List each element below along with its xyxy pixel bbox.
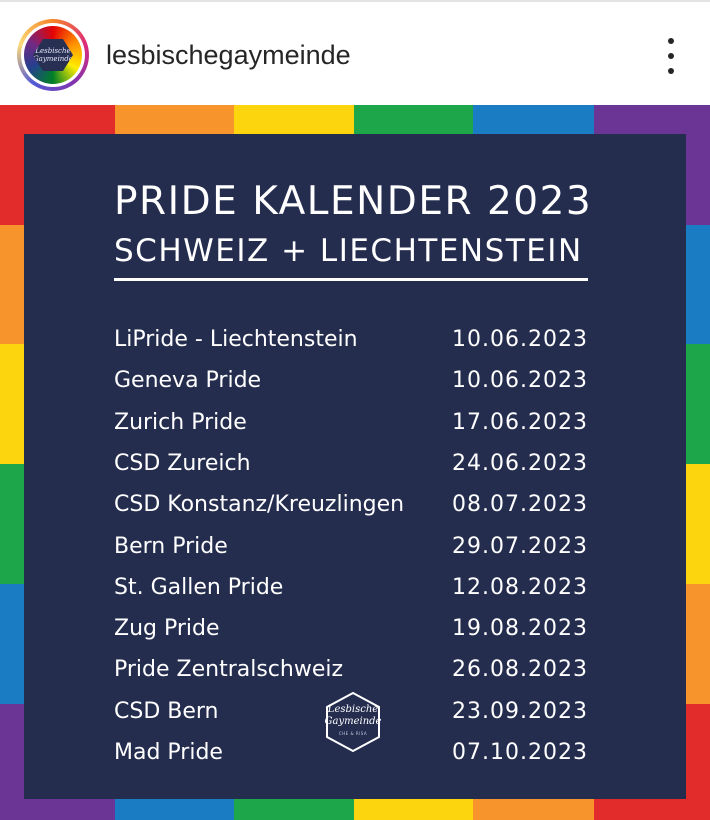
post-header: Lesbische Gaymeinde lesbischegaymeinde [0,0,710,105]
avatar-logo-text: Lesbische Gaymeinde [33,39,73,71]
event-date: 24.06.2023 [452,450,588,476]
poster-panel: PRIDE KALENDER 2023 SCHWEIZ + LIECHTENST… [24,134,686,799]
rainbow-stripe [686,225,710,344]
event-row: Geneva Pride 10.06.2023 [114,368,588,398]
rainbow-stripe [0,584,24,704]
avatar[interactable]: Lesbische Gaymeinde [17,19,89,91]
event-date: 29.07.2023 [452,533,588,559]
poster-subtitle: SCHWEIZ + LIECHTENSTEIN [114,233,583,269]
event-date: 19.08.2023 [452,616,588,642]
event-row: CSD Bern 23.09.2023 [114,699,588,729]
event-date: 10.06.2023 [452,327,588,352]
rainbow-stripe [0,704,24,799]
rainbow-stripe [0,134,24,225]
event-name: CSD Zureich [114,450,251,476]
rainbow-stripe [354,799,473,820]
event-date: 10.06.2023 [452,368,588,394]
rainbow-stripe [0,799,115,820]
rainbow-stripe [354,105,473,134]
event-name: Mad Pride [114,740,223,765]
rainbow-stripe [686,344,710,464]
rainbow-stripe [0,225,24,344]
avatar-image: Lesbische Gaymeinde [24,26,82,84]
event-name: CSD Konstanz/Kreuzlingen [114,492,405,518]
event-row: CSD Zureich 24.06.2023 [114,451,588,481]
event-name: CSD Bern [114,698,219,724]
event-name: Zurich Pride [114,409,247,435]
rainbow-stripe [234,799,354,820]
event-row: Zurich Pride 17.06.2023 [114,410,588,440]
rainbow-stripe [686,464,710,584]
event-date: 07.10.2023 [452,740,588,765]
rainbow-stripe [0,105,115,134]
rainbow-stripe [686,704,710,799]
rainbow-stripe [473,799,594,820]
event-date: 12.08.2023 [452,574,588,600]
rainbow-stripe [0,464,24,584]
rainbow-stripe [473,105,594,134]
event-row: Pride Zentralschweiz 26.08.2023 [114,657,588,687]
event-row: Bern Pride 29.07.2023 [114,534,588,564]
rainbow-stripe [686,134,710,225]
event-date: 08.07.2023 [452,492,588,518]
username[interactable]: lesbischegaymeinde [106,40,351,70]
rainbow-stripe [0,344,24,464]
rainbow-stripe [234,105,354,134]
rainbow-stripe [115,799,234,820]
rainbow-stripe [594,799,710,820]
event-name: Pride Zentralschweiz [114,657,344,683]
logo-subtext: CHE & RISA [338,731,368,736]
post-image[interactable]: PRIDE KALENDER 2023 SCHWEIZ + LIECHTENST… [0,105,710,820]
event-name: LiPride - Liechtenstein [114,327,358,352]
poster-title: PRIDE KALENDER 2023 [114,179,593,224]
event-row: LiPride - Liechtenstein 10.06.2023 [114,327,588,357]
rainbow-stripe [115,105,234,134]
event-date: 26.08.2023 [452,657,588,683]
logo-text: Lesbische Gaymeinde [324,704,382,727]
title-underline [114,278,588,281]
rainbow-stripe [686,584,710,704]
more-vertical-icon[interactable] [664,38,678,74]
event-row: St. Gallen Pride 12.08.2023 [114,575,588,605]
event-name: Bern Pride [114,533,228,559]
event-row: Mad Pride 07.10.2023 [114,740,588,770]
event-row: Zug Pride 19.08.2023 [114,616,588,646]
event-name: St. Gallen Pride [114,574,284,600]
event-date: 17.06.2023 [452,409,588,435]
event-date: 23.09.2023 [452,698,588,724]
rainbow-stripe [594,105,710,134]
event-name: Geneva Pride [114,368,262,394]
event-row: CSD Konstanz/Kreuzlingen 08.07.2023 [114,492,588,522]
gaymeinde-logo: Lesbische Gaymeinde CHE & RISA [322,691,384,753]
hexagon-logo-icon [326,691,380,753]
event-name: Zug Pride [114,616,220,642]
